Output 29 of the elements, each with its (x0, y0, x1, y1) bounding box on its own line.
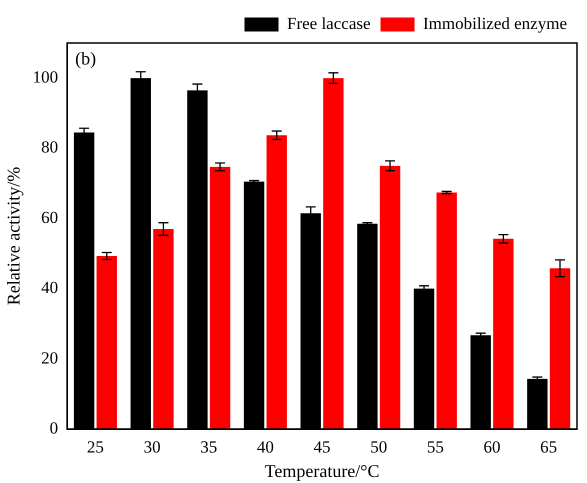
y-tick-label: 80 (41, 138, 58, 157)
annotation: (b) (75, 48, 96, 69)
x-tick-label: 60 (484, 438, 501, 457)
x-tick-label: 50 (370, 438, 388, 457)
x-tick-label: 35 (200, 438, 218, 457)
x-axis-title: Temperature/°C (264, 460, 380, 481)
x-tick-label: 30 (144, 438, 161, 457)
x-tick-label: 25 (86, 438, 104, 457)
y-tick-label: 100 (32, 68, 58, 87)
legend-label: Free laccase (287, 14, 371, 33)
bar (153, 228, 174, 429)
y-axis-title: Relative activity/% (4, 166, 24, 306)
bar (436, 192, 457, 429)
bar (210, 166, 230, 429)
bar (550, 268, 570, 429)
x-tick-label: 40 (256, 438, 274, 457)
x-tick-label: 55 (426, 438, 444, 457)
x-tick-label: 45 (314, 438, 331, 457)
y-tick-label: 20 (41, 348, 58, 368)
x-tick-label: 65 (540, 438, 558, 457)
bar (96, 256, 117, 429)
bar (266, 135, 287, 429)
y-tick-label: 0 (50, 418, 58, 438)
bar (323, 78, 344, 429)
bar (380, 166, 400, 429)
bar (493, 238, 514, 429)
y-tick-label: 60 (41, 208, 58, 227)
legend-label: Immobilized enzyme (423, 14, 568, 33)
y-tick-label: 40 (41, 278, 58, 298)
